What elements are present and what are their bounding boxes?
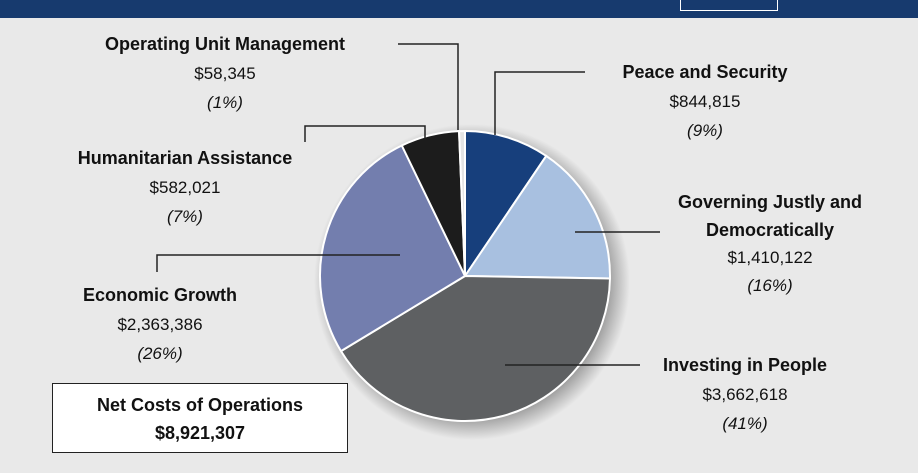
value-label: $2,363,386 bbox=[117, 315, 203, 334]
value-label: $3,662,618 bbox=[702, 385, 788, 404]
header-box bbox=[680, 0, 778, 11]
leader-line bbox=[304, 125, 426, 142]
slice-label: Governing Justly and Democratically $1,41… bbox=[650, 188, 890, 300]
pie-slice bbox=[458, 129, 466, 277]
value-label: $58,345 bbox=[194, 64, 256, 83]
pie-slice bbox=[463, 154, 611, 280]
category-label: Investing in People bbox=[662, 355, 828, 375]
slice-label: Investing in People $3,662,618 (41%) bbox=[663, 351, 827, 438]
header-band bbox=[0, 0, 918, 18]
category-label: Humanitarian Assistance bbox=[77, 148, 293, 168]
pie-slice bbox=[464, 129, 548, 280]
category-label: Governing Justly and Democratically bbox=[677, 192, 863, 240]
total-box: Net Costs of Operations $8,921,307 bbox=[52, 383, 348, 453]
total-label: Net Costs of Operations bbox=[96, 395, 304, 415]
slice-label: Operating Unit Management $58,345 (1%) bbox=[105, 30, 345, 117]
pie-slice bbox=[339, 274, 611, 422]
slice-label: Humanitarian Assistance $582,021 (7%) bbox=[78, 144, 292, 231]
value-label: $1,410,122 bbox=[727, 248, 813, 267]
value-label: $844,815 bbox=[669, 92, 741, 111]
value-label: $582,021 bbox=[149, 178, 221, 197]
percent-label: (1%) bbox=[207, 93, 243, 112]
percent-label: (9%) bbox=[687, 121, 723, 140]
percent-label: (7%) bbox=[167, 207, 203, 226]
percent-label: (26%) bbox=[137, 344, 183, 363]
slice-label: Peace and Security $844,815 (9%) bbox=[622, 58, 787, 145]
category-label: Peace and Security bbox=[622, 62, 788, 82]
total-value: $8,921,307 bbox=[154, 423, 246, 443]
percent-label: (16%) bbox=[747, 276, 793, 295]
percent-label: (41%) bbox=[722, 414, 768, 433]
pie-slice bbox=[319, 144, 467, 353]
leader-line bbox=[156, 254, 400, 272]
category-label: Operating Unit Management bbox=[104, 34, 346, 54]
leader-line bbox=[398, 43, 459, 130]
slice-label: Economic Growth $2,363,386 (26%) bbox=[83, 281, 237, 368]
category-label: Economic Growth bbox=[82, 285, 238, 305]
leader-line bbox=[494, 71, 585, 135]
